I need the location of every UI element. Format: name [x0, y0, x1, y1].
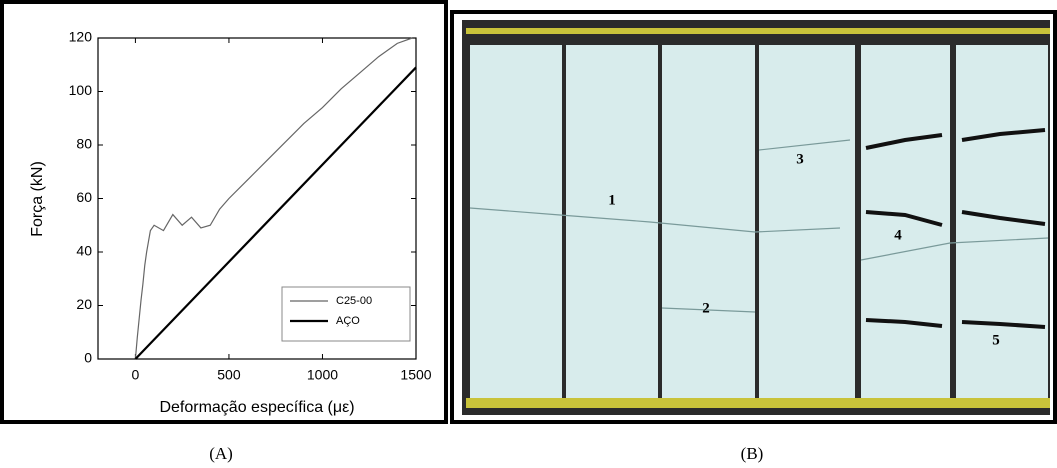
- legend-label: AÇO: [336, 315, 360, 327]
- photo-label: 3: [796, 151, 804, 167]
- photo: [462, 20, 1050, 415]
- y-axis-label: Força (kN): [29, 161, 46, 237]
- x-axis-label: Deformação específica (με): [159, 399, 354, 416]
- legend-box: [281, 286, 411, 342]
- line-series: [134, 37, 413, 360]
- y-tick-label: 40: [76, 243, 92, 259]
- y-tick-label: 60: [76, 189, 92, 205]
- line-series: [134, 66, 417, 360]
- x-tick-label: 1500: [400, 367, 431, 383]
- y-tick-label: 0: [84, 350, 92, 366]
- y-tick-label: 20: [76, 296, 92, 312]
- panel-label: (B): [741, 444, 764, 463]
- photo-label: 4: [894, 227, 902, 243]
- panel-a-frame: [0, 0, 448, 424]
- y-tick-label: 100: [69, 82, 93, 98]
- x-tick-label: 1000: [307, 367, 338, 383]
- photo-label: 5: [992, 332, 1000, 348]
- photo-label: 1: [608, 192, 616, 208]
- y-tick-label: 120: [69, 29, 93, 45]
- x-tick-label: 0: [132, 367, 140, 383]
- y-tick-label: 80: [76, 136, 92, 152]
- panel-label: (A): [209, 444, 233, 463]
- legend-label: C25-00: [336, 295, 372, 307]
- panel-b-frame: [450, 10, 1057, 424]
- x-tick-label: 500: [217, 367, 241, 383]
- photo-label: 2: [702, 300, 710, 316]
